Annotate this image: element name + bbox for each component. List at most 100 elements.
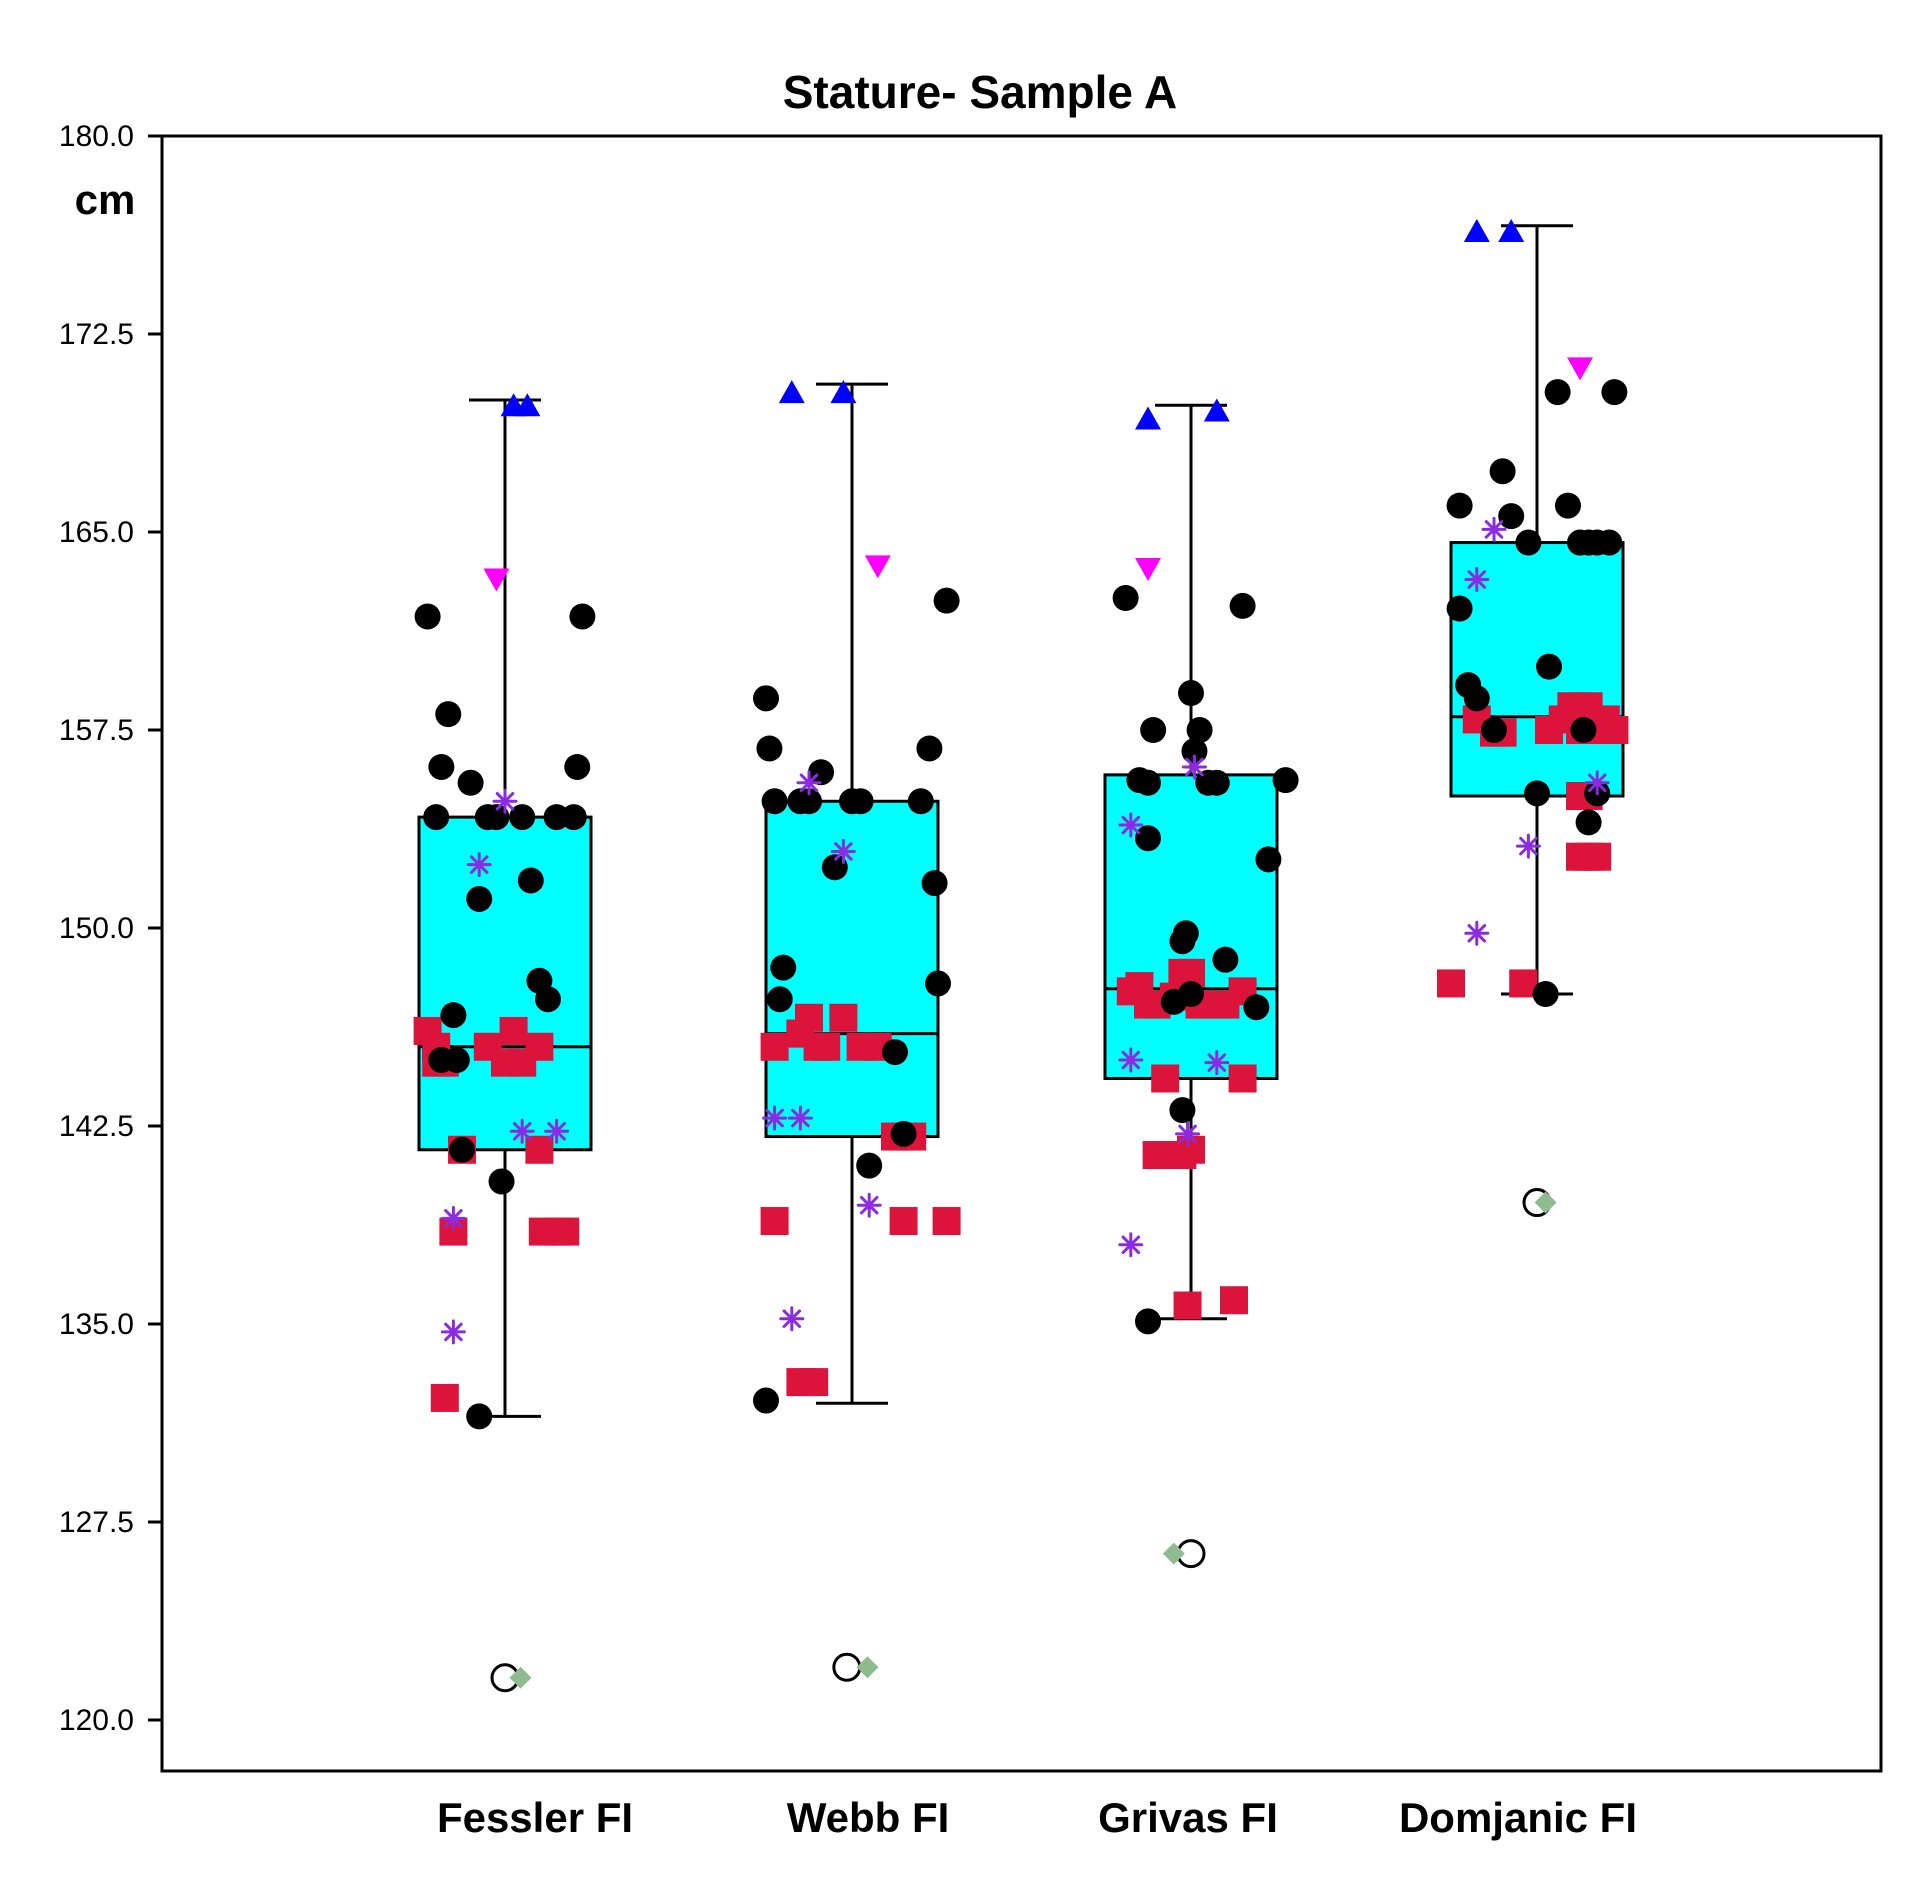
- asterisk-stroke: [1178, 1124, 1197, 1144]
- asterisk-stroke: [782, 1309, 802, 1328]
- asterisk-point: [830, 838, 856, 864]
- asterisk-stroke: [1207, 1053, 1227, 1072]
- circle-point: [1570, 717, 1597, 743]
- circle-point: [457, 769, 484, 796]
- circle-point: [435, 701, 462, 728]
- asterisk-stroke: [799, 773, 819, 793]
- iqr-box: [417, 815, 593, 1152]
- square-point: [1600, 716, 1629, 744]
- circle-point: [1243, 994, 1270, 1021]
- asterisk-stroke: [444, 1322, 463, 1342]
- square-point: [1509, 969, 1538, 998]
- y-tick-label: 165.0: [59, 516, 134, 549]
- square-point: [795, 1003, 823, 1032]
- circle-point: [753, 1387, 779, 1414]
- asterisk-point: [762, 1105, 788, 1131]
- square-point: [1151, 1064, 1180, 1093]
- square-point: [1173, 1291, 1202, 1320]
- circle-point: [1255, 846, 1282, 873]
- square-point: [430, 1383, 459, 1412]
- data-points: [413, 219, 1629, 1693]
- circle-point: [1554, 492, 1581, 519]
- square-point: [760, 1032, 789, 1061]
- diamond-point: [1534, 1191, 1557, 1214]
- asterisk-stroke: [1467, 924, 1487, 943]
- circle-point: [907, 788, 934, 815]
- circle-point: [423, 804, 450, 831]
- asterisk-stroke: [1587, 773, 1607, 793]
- asterisk-stroke: [1467, 570, 1487, 589]
- asterisk-stroke: [444, 1209, 463, 1228]
- triangle-up-point: [830, 380, 857, 404]
- circle-point: [1544, 379, 1571, 406]
- square-point: [812, 1032, 841, 1061]
- asterisk-point: [779, 1306, 805, 1332]
- box-plots: [417, 224, 1625, 1418]
- x-category-label: Grivas FI: [1098, 1794, 1278, 1841]
- circle-point: [756, 735, 783, 762]
- square-point: [1437, 969, 1465, 998]
- box-domjanic-fi: [1449, 224, 1625, 996]
- circle-point: [916, 735, 943, 762]
- asterisk-point: [440, 1205, 466, 1231]
- circle-point: [1536, 653, 1563, 680]
- triangle-up-point: [1135, 406, 1161, 430]
- asterisk-point: [1181, 754, 1207, 780]
- asterisk-stroke: [1121, 1050, 1141, 1070]
- y-tick-label: 150.0: [59, 912, 134, 945]
- triangle-up-point: [514, 393, 541, 417]
- circle-point: [428, 753, 455, 780]
- circle-point: [440, 1002, 467, 1029]
- plot-frame: [160, 134, 1883, 1773]
- asterisk-point: [1481, 516, 1507, 542]
- y-tick-label: 127.5: [59, 1506, 134, 1539]
- circle-point: [1178, 981, 1204, 1007]
- asterisk-stroke: [1185, 757, 1204, 777]
- asterisk-stroke: [1121, 815, 1141, 835]
- circle-point: [1515, 529, 1542, 556]
- asterisk-point: [1118, 1047, 1144, 1073]
- asterisk-stroke: [1519, 836, 1538, 856]
- circle-point: [766, 986, 793, 1013]
- circle-point: [921, 870, 948, 897]
- circle-point: [1596, 529, 1623, 556]
- triangle-up-point: [1203, 398, 1230, 422]
- x-category-label: Fessler FI: [437, 1794, 633, 1841]
- x-category-label: Webb FI: [787, 1794, 950, 1841]
- circle-point: [821, 854, 848, 881]
- y-tick-label: 180.0: [59, 120, 134, 153]
- circle-point: [488, 1168, 515, 1195]
- triangle-up-point: [778, 380, 805, 404]
- asterisk-stroke: [547, 1122, 566, 1141]
- triangle-down-point: [1135, 557, 1161, 581]
- circle-point: [414, 603, 441, 630]
- triangle-up-point: [1463, 219, 1490, 243]
- circle-point: [1140, 717, 1167, 743]
- circle-point: [1172, 920, 1199, 947]
- circle-point: [1601, 379, 1628, 406]
- asterisk-point: [544, 1118, 570, 1144]
- circle-point: [560, 804, 587, 831]
- circle-point: [517, 867, 544, 894]
- circle-point: [890, 1120, 917, 1147]
- box-grivas-fi: [1103, 403, 1279, 1321]
- open-circle-point: [832, 1652, 862, 1682]
- circle-point: [1463, 685, 1490, 712]
- box-webb-fi: [764, 382, 940, 1405]
- asterisk-point: [1584, 770, 1610, 796]
- triangle-up-point: [1498, 219, 1525, 243]
- diamond-point: [1162, 1542, 1185, 1565]
- asterisk-stroke: [1121, 1235, 1141, 1255]
- square-point: [525, 1032, 554, 1061]
- circle-point: [466, 885, 493, 912]
- asterisk-point: [466, 852, 492, 878]
- square-point: [800, 1368, 829, 1397]
- triangle-down-point: [1567, 357, 1593, 381]
- square-point: [829, 1003, 858, 1032]
- circle-point: [483, 804, 510, 831]
- asterisk-point: [1118, 1232, 1144, 1258]
- asterisk-stroke: [469, 855, 489, 874]
- asterisk-stroke: [765, 1108, 784, 1128]
- circle-point: [1203, 769, 1230, 796]
- asterisk-stroke: [834, 842, 853, 861]
